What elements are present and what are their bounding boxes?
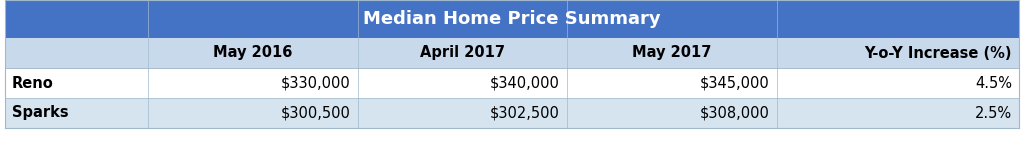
Bar <box>148 68 357 98</box>
Bar <box>567 98 776 128</box>
Bar <box>567 38 776 68</box>
Text: $308,000: $308,000 <box>699 105 769 120</box>
Bar <box>5 0 1019 38</box>
Text: Y-o-Y Increase (%): Y-o-Y Increase (%) <box>864 45 1012 61</box>
Bar <box>5 68 148 98</box>
Bar <box>357 98 567 128</box>
Text: Sparks: Sparks <box>12 105 69 120</box>
Bar <box>357 68 567 98</box>
Text: May 2016: May 2016 <box>213 45 293 61</box>
Text: May 2017: May 2017 <box>632 45 712 61</box>
Text: $340,000: $340,000 <box>490 75 560 91</box>
Bar <box>567 68 776 98</box>
Text: $330,000: $330,000 <box>281 75 350 91</box>
Text: $300,500: $300,500 <box>281 105 350 120</box>
Text: $345,000: $345,000 <box>699 75 769 91</box>
Text: Median Home Price Summary: Median Home Price Summary <box>364 10 660 28</box>
Bar <box>148 98 357 128</box>
Text: 2.5%: 2.5% <box>975 105 1012 120</box>
Text: Reno: Reno <box>12 75 53 91</box>
Bar <box>776 98 1019 128</box>
Bar <box>5 38 148 68</box>
Bar <box>5 98 148 128</box>
Bar <box>776 38 1019 68</box>
Text: $302,500: $302,500 <box>490 105 560 120</box>
Bar <box>148 38 357 68</box>
Text: 4.5%: 4.5% <box>975 75 1012 91</box>
Bar <box>776 68 1019 98</box>
Text: April 2017: April 2017 <box>420 45 505 61</box>
Bar <box>357 38 567 68</box>
